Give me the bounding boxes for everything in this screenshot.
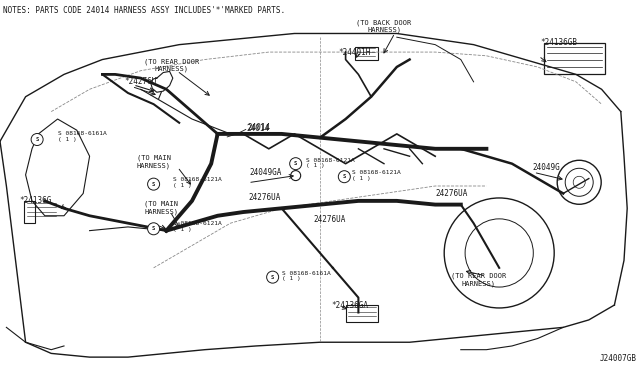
Text: S 08168-6161A
( 1 ): S 08168-6161A ( 1 ) bbox=[282, 270, 330, 282]
Text: S 08168-6121A
( 1 ): S 08168-6121A ( 1 ) bbox=[173, 177, 221, 188]
Text: S: S bbox=[152, 182, 156, 187]
Text: S: S bbox=[294, 161, 298, 166]
Text: 24276UA: 24276UA bbox=[248, 193, 281, 202]
Bar bbox=[544, 43, 605, 74]
Text: *24136G: *24136G bbox=[19, 196, 52, 205]
Text: S: S bbox=[35, 137, 39, 142]
Bar bbox=[355, 46, 378, 60]
Circle shape bbox=[148, 178, 159, 190]
Text: 24049G: 24049G bbox=[532, 163, 560, 172]
Text: *24136GA: *24136GA bbox=[332, 301, 369, 310]
Text: (TO MAIN
HARNESS): (TO MAIN HARNESS) bbox=[144, 201, 179, 215]
Text: *24276U: *24276U bbox=[125, 77, 157, 86]
Circle shape bbox=[31, 134, 43, 145]
Text: 24014: 24014 bbox=[246, 124, 269, 133]
Circle shape bbox=[290, 158, 301, 170]
Text: (TO REAR DOOR
HARNESS): (TO REAR DOOR HARNESS) bbox=[144, 58, 199, 72]
Text: *24136GB: *24136GB bbox=[541, 38, 578, 47]
Text: S 08168-6121A
( 1 ): S 08168-6121A ( 1 ) bbox=[173, 221, 221, 232]
Circle shape bbox=[148, 223, 159, 235]
Text: 24276UA: 24276UA bbox=[314, 215, 346, 224]
Text: 24049GA: 24049GA bbox=[250, 169, 282, 177]
Text: J24007GB: J24007GB bbox=[600, 355, 637, 363]
Text: 24014: 24014 bbox=[247, 123, 270, 132]
Text: S: S bbox=[152, 226, 156, 231]
Text: (TO BACK DOOR
HARNESS): (TO BACK DOOR HARNESS) bbox=[356, 19, 412, 33]
Text: S 08168-6161A
( 1 ): S 08168-6161A ( 1 ) bbox=[58, 131, 106, 142]
Text: S: S bbox=[342, 174, 346, 179]
Text: S 08168-6121A
( 1 ): S 08168-6121A ( 1 ) bbox=[306, 157, 355, 169]
Text: S: S bbox=[271, 275, 275, 280]
Text: 24276UA: 24276UA bbox=[435, 189, 468, 198]
Circle shape bbox=[267, 271, 278, 283]
Bar bbox=[24, 201, 35, 223]
Text: (TO REAR DOOR
HARNESS): (TO REAR DOOR HARNESS) bbox=[451, 273, 506, 287]
Text: (TO MAIN
HARNESS): (TO MAIN HARNESS) bbox=[136, 155, 171, 169]
Text: NOTES: PARTS CODE 24014 HARNESS ASSY INCLUDES'*'MARKED PARTS.: NOTES: PARTS CODE 24014 HARNESS ASSY INC… bbox=[3, 6, 285, 15]
Circle shape bbox=[339, 171, 350, 183]
Text: *24401H: *24401H bbox=[338, 48, 371, 57]
Bar bbox=[346, 305, 378, 322]
Text: S 08168-6121A
( 1 ): S 08168-6121A ( 1 ) bbox=[352, 170, 401, 181]
